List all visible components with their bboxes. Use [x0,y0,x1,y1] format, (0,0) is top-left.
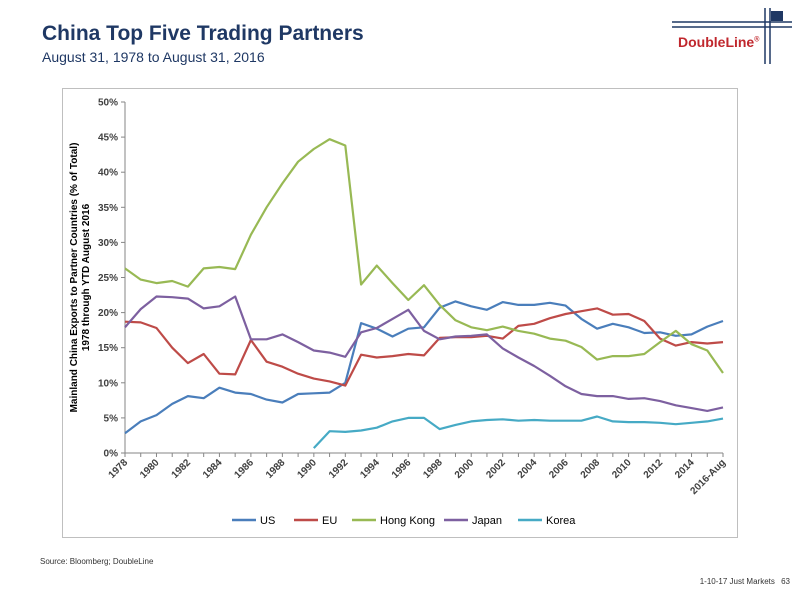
y-tick-label: 15% [98,343,118,354]
x-tick-label: 1978 [107,457,131,481]
x-tick-label: 1988 [264,457,288,481]
series-line-eu [124,307,724,387]
x-tick-label: 1996 [390,457,414,481]
y-tick-label: 35% [98,203,118,214]
x-tick-label: 2006 [547,457,571,481]
y-tick-label: 10% [98,378,118,389]
footer-label: 1-10-17 Just Markets [699,577,775,586]
y-tick-label: 50% [98,98,118,109]
x-tick-label: 1982 [170,457,194,481]
legend-label-eu: EU [322,515,337,527]
y-axis-label: 1978 through YTD August 2016 [81,203,92,351]
legend-label-hong-kong: Hong Kong [380,515,435,527]
y-tick-label: 0% [104,449,119,460]
legend-label-us: US [260,515,275,527]
logo-wordmark: DoubleLine® [678,34,760,50]
doubleline-logo: DoubleLine® [668,8,792,64]
series-line-japan [124,295,724,412]
x-tick-label: 2004 [516,457,540,481]
legend-label-korea: Korea [546,515,576,527]
chart-axes: 0% 5% 10% 15% 20% 25% 30% 35% 40% 45% 50% 1978 1980 1… [69,98,728,497]
x-tick-label: 1994 [358,457,382,481]
series-line-us [124,300,724,435]
x-tick-label: 1984 [201,457,225,481]
y-tick-label: 5% [104,413,119,424]
footer: 1-10-17 Just Markets 63 [696,577,790,586]
series-line-hong-kong [124,138,724,374]
x-tick-label: 1992 [327,457,351,481]
source-note: Source: Bloomberg; DoubleLine [40,557,154,566]
page-number: 63 [781,577,790,586]
y-tick-label: 40% [98,168,118,179]
legend-label-japan: Japan [472,515,502,527]
x-tick-label: 1980 [138,457,162,481]
y-axis-label: Mainland China Exports to Partner Countr… [69,143,80,413]
x-tick-label: 2008 [579,457,603,481]
chart-legend: US EU Hong Kong Japan Korea [232,515,576,527]
x-tick-label: 2002 [484,457,508,481]
y-tick-label: 30% [98,238,118,249]
page-title: China Top Five Trading Partners [42,22,364,45]
x-tick-label: 2012 [642,457,666,481]
chart-frame: 0% 5% 10% 15% 20% 25% 30% 35% 40% 45% 50% 1978 1980 1… [62,88,738,538]
page-subtitle: August 31, 1978 to August 31, 2016 [42,49,265,65]
x-tick-label: 1990 [295,457,319,481]
y-tick-label: 20% [98,308,118,319]
x-tick-label: 2010 [610,457,634,481]
x-tick-label: 1986 [233,457,257,481]
y-tick-label: 25% [98,273,118,284]
y-tick-label: 45% [98,133,118,144]
logo-lines-icon [672,8,792,64]
x-tick-label: 2014 [673,457,697,481]
x-tick-label: 2000 [453,457,477,481]
chart-series [124,138,724,449]
series-line-korea [312,415,724,449]
line-chart: 0% 5% 10% 15% 20% 25% 30% 35% 40% 45% 50% 1978 1980 1… [69,98,728,528]
x-tick-label: 1998 [421,457,445,481]
